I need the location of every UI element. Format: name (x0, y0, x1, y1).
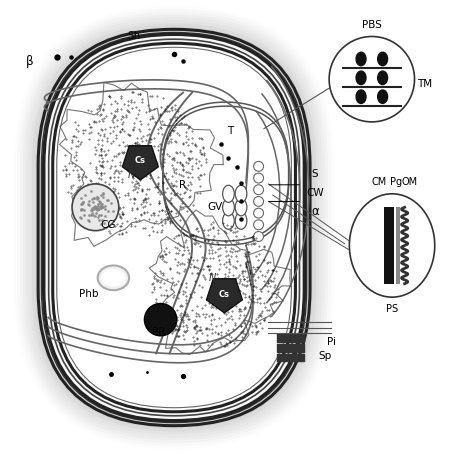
Text: OM: OM (402, 177, 418, 187)
Text: CG: CG (100, 220, 116, 230)
Ellipse shape (223, 185, 234, 202)
Circle shape (254, 197, 264, 207)
Ellipse shape (235, 185, 247, 202)
Text: N: N (209, 273, 216, 283)
Ellipse shape (356, 52, 366, 66)
Circle shape (254, 208, 264, 218)
Circle shape (329, 36, 415, 122)
FancyBboxPatch shape (23, 15, 325, 440)
Text: Pi: Pi (327, 337, 336, 347)
Ellipse shape (356, 90, 366, 103)
Text: R: R (179, 180, 186, 190)
Circle shape (254, 173, 264, 183)
Ellipse shape (349, 194, 435, 297)
Circle shape (72, 184, 119, 231)
FancyBboxPatch shape (57, 47, 292, 408)
Text: PP: PP (152, 327, 164, 337)
Text: Cs: Cs (135, 157, 146, 166)
Ellipse shape (223, 199, 234, 216)
FancyBboxPatch shape (49, 39, 300, 416)
FancyBboxPatch shape (35, 26, 313, 429)
Circle shape (254, 185, 264, 195)
Text: Cs: Cs (219, 289, 230, 298)
Text: Phb: Phb (79, 289, 99, 299)
Text: β: β (26, 55, 33, 68)
Text: N: N (128, 170, 135, 180)
Circle shape (254, 232, 264, 242)
FancyBboxPatch shape (32, 24, 316, 431)
Text: PS: PS (386, 304, 398, 314)
Text: CM: CM (372, 177, 387, 187)
Bar (396, 207, 400, 283)
Circle shape (145, 303, 177, 336)
Circle shape (254, 162, 264, 172)
Ellipse shape (235, 199, 247, 216)
Ellipse shape (223, 212, 234, 229)
FancyBboxPatch shape (53, 43, 295, 412)
Ellipse shape (378, 52, 388, 66)
Bar (384, 207, 394, 283)
Ellipse shape (378, 71, 388, 85)
FancyBboxPatch shape (26, 18, 322, 437)
Ellipse shape (98, 265, 129, 290)
Text: TM: TM (417, 79, 432, 89)
Ellipse shape (235, 212, 247, 229)
Text: CW: CW (307, 188, 324, 198)
Text: S: S (311, 168, 318, 178)
FancyBboxPatch shape (29, 20, 319, 435)
Text: Sh: Sh (127, 31, 140, 41)
Text: Pg: Pg (390, 177, 402, 187)
Ellipse shape (356, 71, 366, 85)
Text: Sp: Sp (318, 351, 331, 361)
Ellipse shape (101, 269, 126, 287)
Text: α: α (311, 205, 319, 218)
FancyBboxPatch shape (44, 34, 304, 421)
Text: T: T (227, 126, 233, 136)
Text: PBS: PBS (362, 20, 382, 30)
Text: GV: GV (208, 202, 223, 212)
Circle shape (254, 220, 264, 230)
Ellipse shape (378, 90, 388, 103)
FancyBboxPatch shape (20, 12, 328, 443)
